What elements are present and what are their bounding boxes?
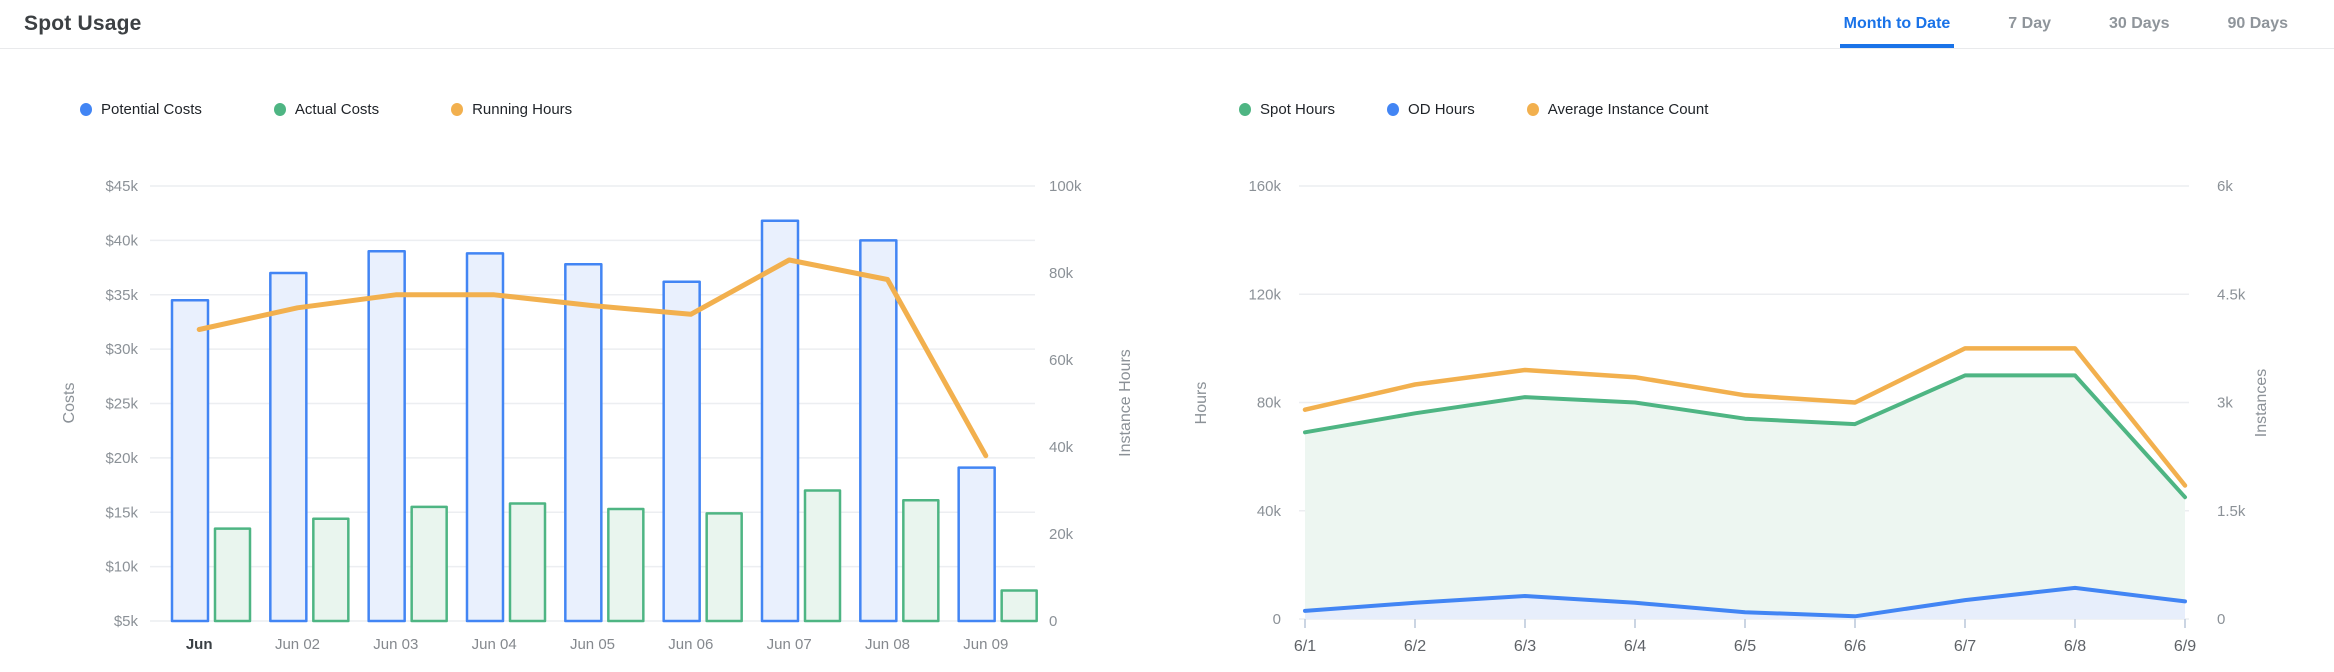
svg-text:Instance Hours: Instance Hours bbox=[1117, 349, 1134, 457]
svg-text:4.5k: 4.5k bbox=[2217, 286, 2246, 303]
legend-label-potential-costs: Potential Costs bbox=[101, 101, 202, 118]
legend-item-running-hours[interactable]: Running Hours bbox=[451, 101, 572, 118]
svg-text:6/8: 6/8 bbox=[2064, 638, 2086, 655]
legend-label-spot-hours: Spot Hours bbox=[1260, 101, 1336, 118]
running-hours-dot-icon bbox=[451, 103, 464, 116]
svg-text:6/9: 6/9 bbox=[2174, 638, 2196, 655]
svg-text:20k: 20k bbox=[1049, 526, 1074, 543]
svg-text:80k: 80k bbox=[1257, 395, 1282, 412]
legend-label-average-instance-count: Average Instance Count bbox=[1547, 101, 1709, 118]
svg-text:6k: 6k bbox=[2217, 178, 2233, 195]
svg-text:6/5: 6/5 bbox=[1734, 638, 1756, 655]
legend-item-spot-hours[interactable]: Spot Hours bbox=[1239, 101, 1335, 118]
legend-item-actual-costs[interactable]: Actual Costs bbox=[273, 101, 380, 118]
svg-text:Instances: Instances bbox=[2253, 369, 2270, 437]
tab-90-days[interactable]: 90 Days bbox=[2227, 15, 2289, 32]
legend-item-od-hours[interactable]: OD Hours bbox=[1387, 101, 1475, 118]
svg-text:$20k: $20k bbox=[105, 450, 138, 467]
legend-item-average-instance-count[interactable]: Average Instance Count bbox=[1526, 101, 1709, 118]
legend-label-running-hours: Running Hours bbox=[472, 101, 573, 118]
svg-text:Jun 02: Jun 02 bbox=[275, 636, 320, 653]
page-title: Spot Usage bbox=[24, 12, 142, 35]
time-range-tabs: Month to Date 7 Day 30 Days 90 Days bbox=[1839, 0, 2334, 48]
svg-text:3k: 3k bbox=[2217, 395, 2233, 412]
svg-text:Jun: Jun bbox=[186, 636, 213, 653]
svg-text:Jun 03: Jun 03 bbox=[373, 636, 418, 653]
svg-text:0: 0 bbox=[1273, 611, 1281, 628]
costs-chart: $45k $40k $35k $30k $25k $20k $15k $10k $5k 100k 8… bbox=[61, 178, 1134, 653]
svg-text:$45k: $45k bbox=[105, 178, 138, 195]
svg-text:Jun 09: Jun 09 bbox=[963, 636, 1008, 653]
svg-text:$30k: $30k bbox=[105, 341, 138, 358]
legend-label-actual-costs: Actual Costs bbox=[294, 101, 380, 118]
svg-text:6/7: 6/7 bbox=[1954, 638, 1976, 655]
svg-text:6/4: 6/4 bbox=[1624, 638, 1646, 655]
svg-text:Costs: Costs bbox=[61, 383, 78, 424]
svg-text:Jun 05: Jun 05 bbox=[570, 636, 615, 653]
tab-30-days[interactable]: 30 Days bbox=[2109, 15, 2170, 32]
svg-text:Jun 04: Jun 04 bbox=[472, 636, 517, 653]
tab-7-day[interactable]: 7 Day bbox=[2008, 15, 2051, 32]
svg-text:40k: 40k bbox=[1049, 439, 1074, 456]
svg-text:$10k: $10k bbox=[105, 559, 138, 576]
svg-text:60k: 60k bbox=[1049, 352, 1074, 369]
svg-text:80k: 80k bbox=[1049, 265, 1074, 282]
svg-text:6/3: 6/3 bbox=[1514, 638, 1536, 655]
svg-text:100k: 100k bbox=[1049, 178, 1082, 195]
svg-text:Jun 06: Jun 06 bbox=[668, 636, 713, 653]
actual-costs-dot-icon bbox=[273, 103, 286, 116]
costs-chart-panel: $45k $40k $35k $30k $25k $20k $15k $10k $5k 100k 8… bbox=[0, 49, 1167, 672]
svg-text:$40k: $40k bbox=[105, 232, 138, 249]
svg-text:6/2: 6/2 bbox=[1404, 638, 1426, 655]
svg-text:$25k: $25k bbox=[105, 396, 138, 413]
svg-text:$5k: $5k bbox=[114, 613, 139, 630]
svg-text:160k: 160k bbox=[1248, 178, 1281, 195]
legend-label-od-hours: OD Hours bbox=[1408, 101, 1475, 118]
tab-month-to-date[interactable]: Month to Date bbox=[1839, 0, 1955, 48]
svg-text:0: 0 bbox=[2217, 611, 2225, 628]
svg-text:6/1: 6/1 bbox=[1294, 638, 1316, 655]
potential-costs-dot-icon bbox=[80, 103, 92, 116]
od-hours-dot-icon bbox=[1387, 103, 1400, 116]
svg-text:120k: 120k bbox=[1248, 286, 1281, 303]
svg-text:$15k: $15k bbox=[105, 504, 138, 521]
average-instance-count-dot-icon bbox=[1526, 103, 1539, 116]
costs-chart-legend: Potential Costs Actual Costs Running Hou… bbox=[80, 101, 572, 118]
svg-text:Hours: Hours bbox=[1193, 382, 1210, 425]
svg-text:6/6: 6/6 bbox=[1844, 638, 1866, 655]
svg-text:Jun 08: Jun 08 bbox=[865, 636, 910, 653]
legend-item-potential-costs[interactable]: Potential Costs bbox=[80, 101, 202, 118]
svg-text:0: 0 bbox=[1049, 613, 1057, 630]
svg-text:1.5k: 1.5k bbox=[2217, 503, 2246, 520]
hours-chart: 160k 6k 120k 4.5k 80k 3k 40k 1.5k 0 0 Hours Instanc… bbox=[1193, 178, 2270, 655]
hours-chart-legend: Spot Hours OD Hours Average Instance Cou… bbox=[1239, 101, 1708, 118]
charts-row: $45k $40k $35k $30k $25k $20k $15k $10k $5k 100k 8… bbox=[0, 49, 2334, 672]
svg-text:$35k: $35k bbox=[105, 287, 138, 304]
svg-text:Jun 07: Jun 07 bbox=[767, 636, 812, 653]
page-header: Spot Usage Month to Date 7 Day 30 Days 9… bbox=[0, 0, 2334, 49]
svg-text:40k: 40k bbox=[1257, 503, 1282, 520]
hours-chart-panel: 160k 6k 120k 4.5k 80k 3k 40k 1.5k 0 0 Hours Instanc… bbox=[1167, 49, 2334, 672]
spot-hours-dot-icon bbox=[1239, 103, 1251, 116]
